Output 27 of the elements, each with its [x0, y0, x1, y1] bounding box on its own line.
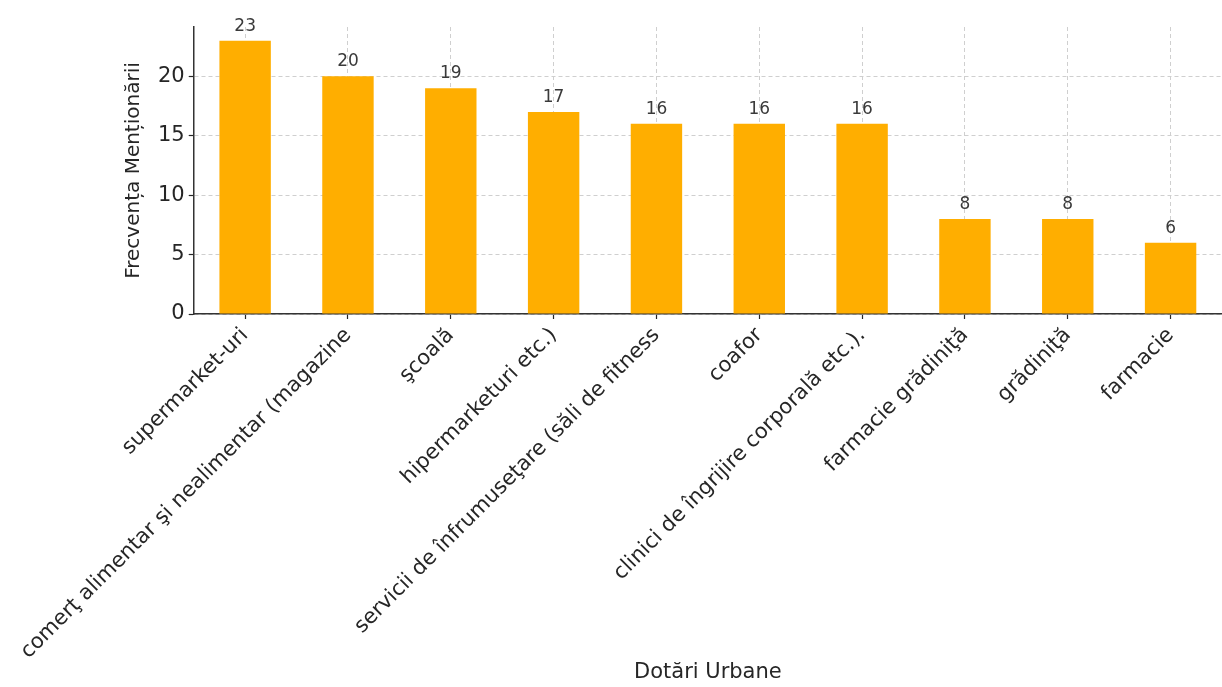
y-tick-label: 0	[171, 300, 185, 325]
bar	[219, 40, 271, 314]
data-label: 17	[542, 85, 565, 106]
data-label: 8	[1062, 192, 1074, 213]
bar	[939, 218, 991, 314]
bar	[733, 123, 785, 314]
y-axis-title: Frecvența Menționării	[120, 62, 145, 279]
y-tick-label: 20	[157, 62, 185, 87]
y-tick-label: 15	[157, 122, 185, 147]
bar	[1144, 242, 1197, 314]
data-label: 16	[748, 97, 771, 118]
data-label: 16	[645, 97, 668, 118]
data-label: 23	[234, 14, 256, 35]
x-axis-title: Dotări Urbane	[634, 658, 782, 683]
data-label: 19	[439, 62, 462, 83]
y-tick-label: 5	[171, 241, 185, 266]
data-label: 8	[959, 192, 971, 213]
data-label: 20	[337, 50, 359, 71]
bar	[527, 111, 580, 314]
data-label: 16	[851, 97, 873, 118]
y-tick-label: 10	[157, 181, 185, 206]
bar	[1042, 218, 1094, 314]
data-label: 6	[1165, 216, 1176, 237]
bar	[425, 88, 477, 314]
bar	[836, 123, 888, 314]
bar	[630, 123, 683, 314]
bar	[322, 76, 374, 314]
